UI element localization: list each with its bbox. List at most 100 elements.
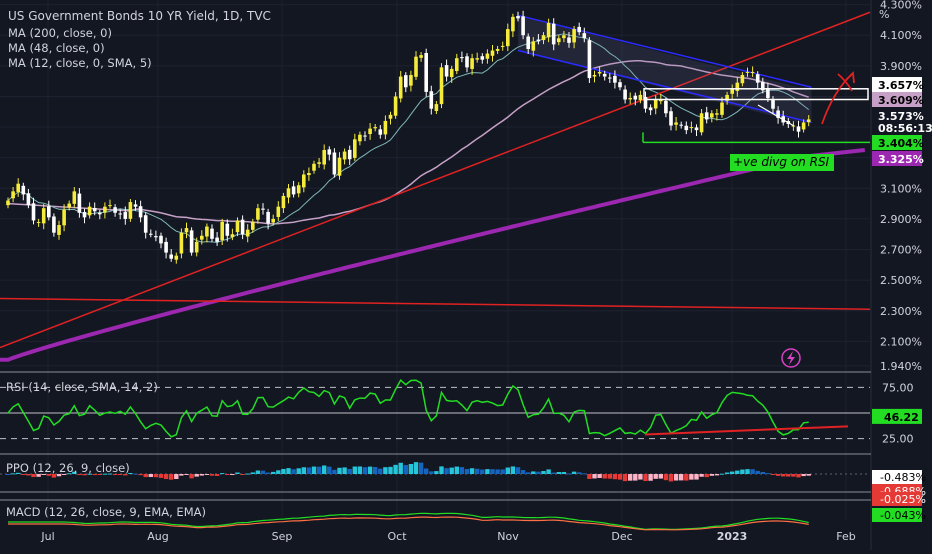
x-tick-label: Oct xyxy=(387,530,407,543)
y-tick-label: 2.900% xyxy=(880,213,922,226)
candle-body xyxy=(332,152,337,175)
candle-body xyxy=(77,193,82,213)
candle-body xyxy=(694,127,699,131)
ppo-bar xyxy=(704,474,709,478)
candle-body xyxy=(353,139,357,158)
ppo-bar xyxy=(41,474,46,475)
candle-body xyxy=(378,129,383,135)
ppo-bar xyxy=(786,474,791,477)
wedge-line xyxy=(757,104,795,127)
rsi-tick-label: 25.00 xyxy=(882,433,914,446)
candle-body xyxy=(245,229,250,237)
ppo-bar xyxy=(296,468,301,474)
candle-body xyxy=(194,241,199,253)
candle-body xyxy=(11,191,15,199)
ppo-bar xyxy=(765,473,771,475)
ppo-bar xyxy=(500,469,505,474)
candle-body xyxy=(363,135,367,137)
ppo-bar xyxy=(566,473,572,475)
ppo-bar xyxy=(245,473,250,475)
price-label: 3.657% xyxy=(878,79,924,92)
ppo-bar xyxy=(214,474,220,476)
ppo-bar xyxy=(118,474,123,475)
ppo-bar xyxy=(153,474,159,478)
candle-body xyxy=(567,37,571,43)
ppo-bar xyxy=(469,468,475,474)
ppo-value-label: -0.483% xyxy=(880,471,926,484)
ppo-bar xyxy=(342,467,347,474)
macd-value-label: -0.025% xyxy=(880,493,926,506)
ppo-bar xyxy=(31,474,36,478)
candle-body xyxy=(47,206,51,218)
x-tick-label: Aug xyxy=(147,530,168,543)
candle-body xyxy=(26,193,31,206)
ppo-bar xyxy=(51,474,57,478)
candle-body xyxy=(771,99,775,109)
ppo-bar xyxy=(286,468,291,474)
ppo-bar xyxy=(607,474,612,479)
candle-body xyxy=(449,68,454,78)
candle-body xyxy=(429,91,434,109)
y-tick-label: 3.100% xyxy=(880,182,922,195)
candle-body xyxy=(159,235,163,244)
candle-body xyxy=(164,241,168,253)
candle-body xyxy=(200,235,204,240)
candle-body xyxy=(409,75,413,86)
ppo-bar xyxy=(46,474,51,476)
candle-body xyxy=(521,16,525,36)
candle-body xyxy=(704,112,709,120)
candle-body xyxy=(6,200,10,206)
ppo-bar xyxy=(556,472,561,474)
candle-body xyxy=(689,127,694,129)
candle-body xyxy=(582,33,587,39)
ppo-bar xyxy=(21,474,26,475)
ppo-bar xyxy=(551,472,556,474)
ppo-bar xyxy=(112,474,118,475)
ppo-bar xyxy=(265,472,271,474)
candle-body xyxy=(562,35,566,39)
y-tick-label: 2.100% xyxy=(880,335,922,348)
ppo-bar xyxy=(526,472,531,474)
candle-body xyxy=(174,255,179,260)
macd-signal-line xyxy=(8,516,809,531)
candle-body xyxy=(271,218,275,223)
ppo-bar xyxy=(148,474,153,478)
candle-body xyxy=(67,203,71,208)
price-label-bg xyxy=(872,108,922,123)
candle-body xyxy=(296,185,301,194)
candle-body xyxy=(256,208,260,220)
ppo-bar xyxy=(638,474,643,480)
unit-symbol: % xyxy=(879,8,889,21)
ppo-bar xyxy=(169,474,174,480)
candle-body xyxy=(103,206,107,213)
price-label: 3.573% xyxy=(878,110,924,123)
candle-body xyxy=(393,96,398,116)
ppo-bar xyxy=(347,468,352,474)
ppo-bar xyxy=(383,467,388,474)
ppo-bar xyxy=(449,467,454,474)
ppo-bar xyxy=(709,474,714,476)
candle-body xyxy=(455,58,459,72)
candle-body xyxy=(495,48,500,51)
y-tick-label: 1.940% xyxy=(880,360,922,373)
arrow-up-head xyxy=(845,71,855,84)
ppo-bar xyxy=(485,469,490,474)
candle-body xyxy=(82,211,87,218)
ppo-bar xyxy=(362,467,368,474)
ppo-bar xyxy=(612,474,618,480)
lightning-icon[interactable] xyxy=(781,348,801,368)
candle-body xyxy=(638,94,643,101)
ppo-bar xyxy=(378,468,383,474)
ppo-bar xyxy=(418,462,424,474)
ppo-bar xyxy=(424,468,429,474)
annotations xyxy=(642,71,870,171)
candle-body xyxy=(541,35,546,41)
price-label-bg xyxy=(872,92,922,107)
ppo-bar xyxy=(82,474,87,476)
candle-body xyxy=(342,151,347,160)
channel-fill xyxy=(518,15,812,123)
candle-body xyxy=(322,150,326,165)
ppo-bar xyxy=(546,469,551,474)
ppo-bar xyxy=(352,466,357,474)
ppo-bar xyxy=(67,473,72,475)
